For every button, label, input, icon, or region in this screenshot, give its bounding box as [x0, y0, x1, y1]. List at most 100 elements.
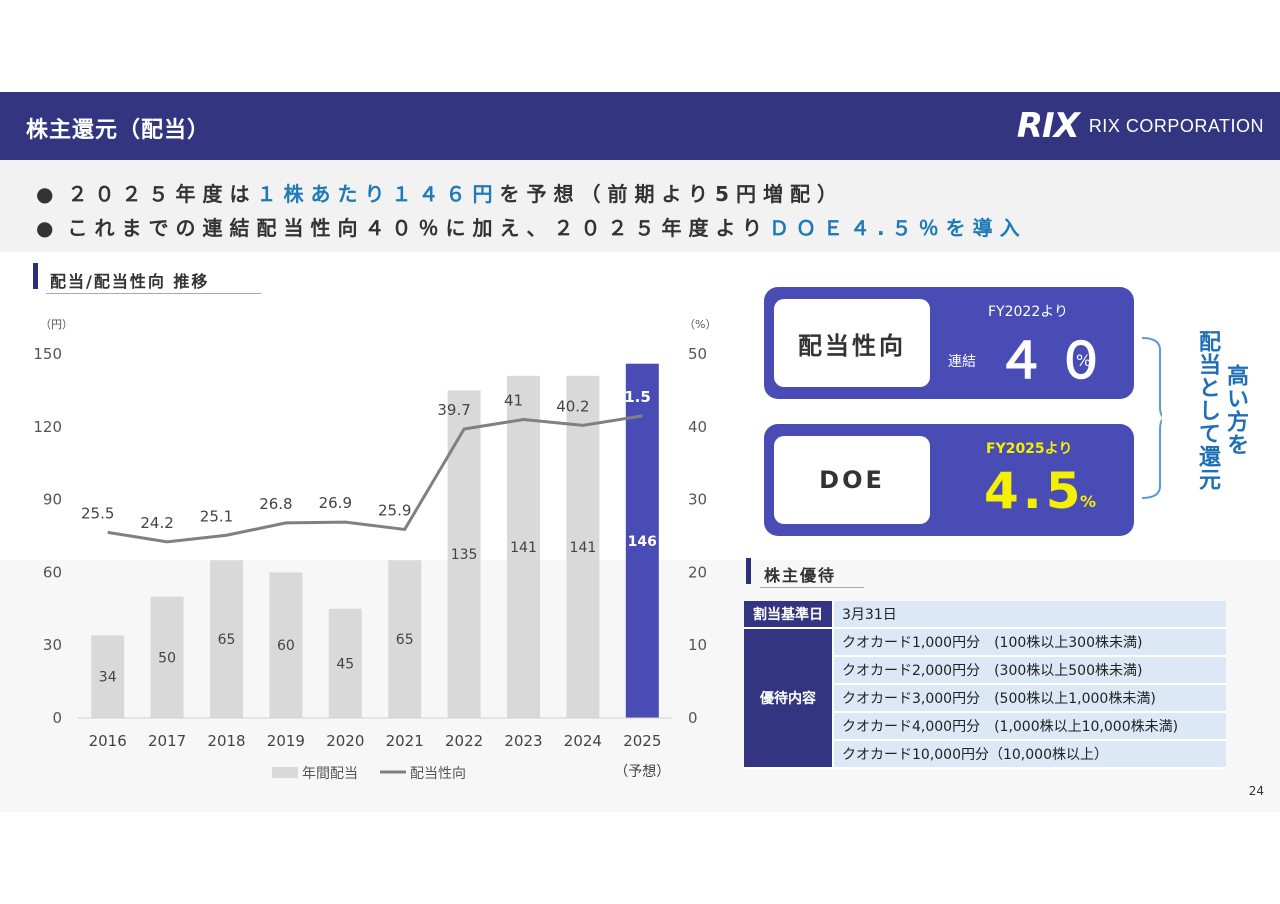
- y-left-tick: 120: [33, 418, 62, 436]
- line-label: 24.2: [140, 514, 173, 532]
- payout-ratio-since: FY2022より: [988, 304, 1068, 320]
- page-title: 株主還元（配当）: [26, 118, 211, 143]
- y-right-unit: （%）: [684, 318, 716, 331]
- legend-line-label: 配当性向: [410, 766, 466, 782]
- perk-item: クオカード3,000円分 (500株以上1,000株未満): [834, 685, 1226, 713]
- line-label: 39.7: [437, 401, 470, 419]
- line-label: 26.9: [319, 494, 352, 512]
- doe-unit: %: [1080, 492, 1097, 511]
- perk-item: クオカード1,000円分 (100株以上300株未満): [834, 629, 1226, 657]
- perk-item: クオカード10,000円分（10,000株以上）: [834, 741, 1226, 769]
- logo-text: RIX CORPORATION: [1088, 115, 1264, 136]
- y-left-tick: 30: [43, 636, 62, 654]
- line-label: 26.8: [259, 495, 292, 513]
- x-tick: 2021: [386, 732, 424, 750]
- side-note-line2: 高い方を: [1223, 364, 1248, 456]
- bullet-text: を予想（前期より5円増配）: [499, 182, 844, 206]
- bar-2021: [388, 560, 422, 718]
- dividend-chart: （円） （%） 0 30 60 90 120 150 0 10 20 30 40 50 34 50 65 60 45…: [33, 318, 716, 782]
- doe-box: DOE FY2025より 4.5 %: [764, 424, 1134, 536]
- y-left-unit: （円）: [40, 318, 73, 331]
- x-tick: 2017: [148, 732, 186, 750]
- perks-title-bar: [746, 558, 751, 584]
- y-right-tick: 10: [688, 636, 707, 654]
- bar-label: 141: [510, 540, 537, 556]
- line-label: 40.2: [556, 397, 589, 415]
- bullet-dividend-forecast: ● ２０２５年度は１株あたり１４６円を予想（前期より5円増配）: [36, 178, 844, 207]
- x-tick: 2019: [267, 732, 305, 750]
- y-right-tick: 40: [688, 418, 707, 436]
- bar-label: 65: [218, 632, 236, 648]
- payout-ratio-unit: %: [1076, 351, 1092, 370]
- y-left-tick: 150: [33, 345, 62, 363]
- legend-bar-swatch: [272, 767, 298, 778]
- x-tick: 2024: [564, 732, 602, 750]
- y-left-tick: 0: [52, 709, 62, 727]
- bracket-icon: [1141, 337, 1162, 499]
- y-left-tick: 60: [43, 563, 62, 581]
- perks-title-underline: [760, 587, 864, 588]
- company-logo: RIX RIX CORPORATION: [1016, 106, 1264, 146]
- bar-2019: [269, 572, 303, 718]
- doe-label: DOE: [774, 436, 930, 524]
- bar-2025: [625, 363, 659, 718]
- perks-table: 割当基準日 3月31日 優待内容 クオカード1,000円分 (100株以上300…: [744, 601, 1226, 769]
- y-right-tick: 20: [688, 563, 707, 581]
- summary-bullets: ● ２０２５年度は１株あたり１４６円を予想（前期より5円増配） ● これまでの連結配…: [0, 160, 1280, 252]
- x-tick: 2023: [504, 732, 542, 750]
- line-label: 25.5: [81, 504, 114, 522]
- base-date-label: 割当基準日: [744, 601, 834, 629]
- bullet-dot-icon: ●: [36, 182, 54, 206]
- bullet-text: ２０２５年度は: [67, 182, 257, 206]
- x-tick-sub: （予想）: [614, 764, 670, 780]
- payout-ratio-label: 配当性向: [774, 299, 930, 387]
- perks-section-title: 株主優待: [764, 566, 837, 585]
- table-row: クオカード4,000円分 (1,000株以上10,000株未満): [744, 713, 1226, 741]
- header-bar: 株主還元（配当） RIX RIX CORPORATION: [0, 92, 1280, 160]
- table-row: 割当基準日 3月31日: [744, 601, 1226, 629]
- logo-mark: RIX: [1016, 106, 1080, 146]
- bar-label: 45: [336, 656, 354, 672]
- payout-ratio-box: 配当性向 FY2022より 連結 ４０ %: [764, 287, 1134, 399]
- bar-2020: [328, 608, 362, 718]
- x-tick: 2016: [89, 732, 127, 750]
- payout-ratio-line: [107, 414, 643, 544]
- bullet-highlight: ＤＯＥ４.５％を導入: [769, 216, 1027, 240]
- legend-bar-label: 年間配当: [302, 766, 358, 782]
- chart-title-bar: [33, 263, 38, 289]
- x-tick: 2020: [326, 732, 364, 750]
- x-tick: 2025: [623, 732, 661, 750]
- payout-ratio-value: ４０: [996, 332, 1116, 390]
- x-tick: 2022: [445, 732, 483, 750]
- line-label: 25.1: [200, 507, 233, 525]
- payout-ratio-prefix: 連結: [948, 354, 976, 370]
- table-row: クオカード2,000円分 (300株以上500株未満): [744, 657, 1226, 685]
- doe-value: 4.5: [984, 462, 1085, 520]
- bar-label: 146: [628, 534, 657, 550]
- table-row: クオカード10,000円分（10,000株以上）: [744, 741, 1226, 769]
- chart-title-underline: [46, 293, 261, 294]
- bar-2018: [210, 560, 243, 718]
- x-tick: 2018: [207, 732, 245, 750]
- page-number: 24: [1248, 784, 1264, 798]
- chart-section-title: 配当/配当性向 推移: [50, 272, 210, 291]
- bar-2024: [566, 375, 600, 718]
- bullet-doe-introduction: ● これまでの連結配当性向４０％に加え、２０２５年度よりＤＯＥ４.５％を導入: [36, 212, 1027, 241]
- bullet-dot-icon: ●: [36, 216, 54, 240]
- line-label: 41.5: [614, 388, 651, 406]
- y-right-tick: 50: [688, 345, 707, 363]
- line-label: 25.9: [378, 501, 411, 519]
- table-row: 優待内容 クオカード1,000円分 (100株以上300株未満): [744, 629, 1226, 769]
- content-label: 優待内容: [744, 629, 834, 769]
- bar-label: 135: [451, 547, 478, 563]
- doe-since: FY2025より: [986, 441, 1073, 457]
- bar-label: 34: [99, 670, 117, 686]
- bar-2016: [91, 635, 125, 718]
- base-date-value: 3月31日: [834, 601, 1226, 629]
- bar-label: 50: [158, 650, 176, 666]
- bar-2017: [150, 596, 184, 718]
- line-label: 41: [504, 392, 523, 410]
- perk-item: クオカード4,000円分 (1,000株以上10,000株未満): [834, 713, 1226, 741]
- bar-2023: [507, 375, 540, 718]
- bullet-highlight: １株あたり１４６円: [256, 182, 500, 206]
